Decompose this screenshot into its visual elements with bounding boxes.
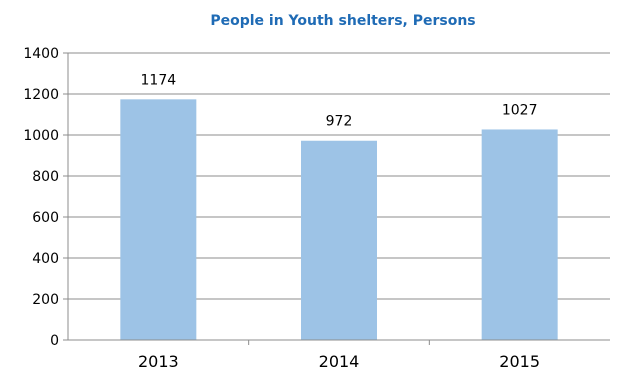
y-axis-ticks: 0 200 400 600 800 1000 1200 1400 <box>23 46 68 349</box>
bar-2013 <box>120 99 197 340</box>
axes <box>67 53 610 341</box>
bar-2015 <box>481 129 558 340</box>
y-tick-label: 1200 <box>23 87 59 103</box>
bars <box>120 99 558 340</box>
y-tick-label: 400 <box>32 251 59 267</box>
data-label-2014: 972 <box>326 114 353 130</box>
data-labels: 1174 972 1027 <box>141 72 538 129</box>
data-label-2015: 1027 <box>502 102 538 118</box>
x-tick-label: 2014 <box>319 352 360 371</box>
y-tick-label: 1000 <box>23 128 59 144</box>
y-tick-label: 800 <box>32 169 59 185</box>
x-tick-label: 2013 <box>138 352 179 371</box>
x-tick-label: 2015 <box>499 352 540 371</box>
y-tick-label: 200 <box>32 292 59 308</box>
bar-2014 <box>301 140 377 340</box>
data-label-2013: 1174 <box>141 72 177 88</box>
y-tick-label: 0 <box>50 333 59 349</box>
chart-title: People in Youth shelters, Persons <box>210 13 475 29</box>
x-axis-ticks: 2013 2014 2015 <box>138 340 540 371</box>
y-tick-label: 600 <box>32 210 59 226</box>
y-tick-label: 1400 <box>23 46 59 62</box>
